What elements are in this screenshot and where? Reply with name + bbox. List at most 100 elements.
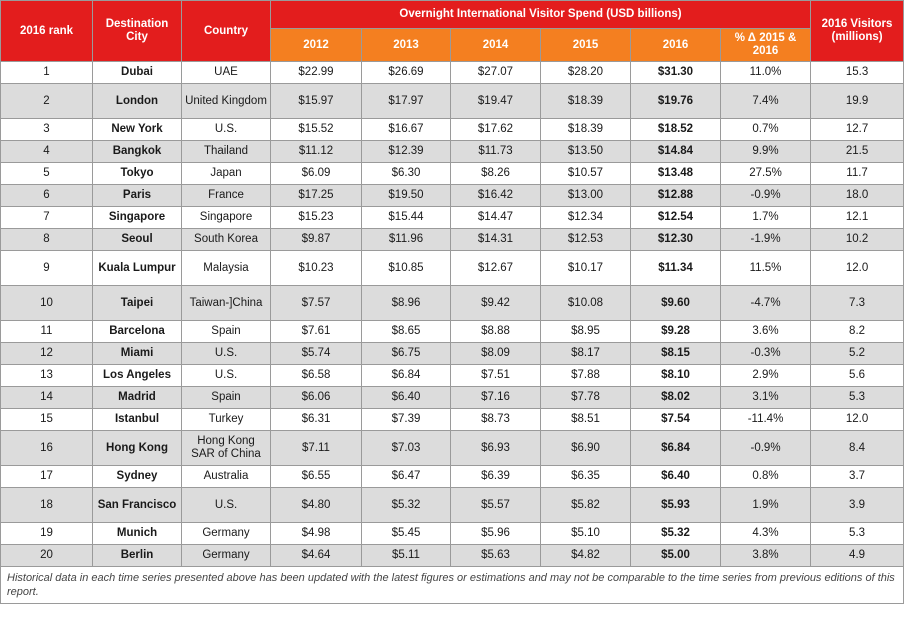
cell-city: Sydney bbox=[92, 465, 182, 488]
cell-2014: $6.39 bbox=[450, 465, 541, 488]
cell-change: 3.6% bbox=[719, 320, 812, 343]
table-row: 14 Madrid Spain $6.06 $6.40 $7.16 $7.78 $8.02 3.… bbox=[0, 386, 904, 409]
cell-2013: $8.96 bbox=[361, 285, 451, 321]
cell-change: 2.9% bbox=[719, 364, 812, 387]
cell-city: Berlin bbox=[92, 544, 182, 567]
header-year-2012: 2012 bbox=[270, 28, 362, 62]
cell-2013: $6.40 bbox=[361, 386, 451, 409]
cell-2013: $12.39 bbox=[361, 140, 451, 163]
cell-2013: $15.44 bbox=[361, 206, 451, 229]
cell-2015: $4.82 bbox=[540, 544, 631, 567]
cell-2013: $8.65 bbox=[361, 320, 451, 343]
cell-2012: $7.57 bbox=[270, 285, 362, 321]
cell-2016: $7.54 bbox=[630, 408, 721, 431]
cell-change: -4.7% bbox=[719, 285, 812, 321]
header-year-2015: 2015 bbox=[540, 28, 631, 62]
cell-visitors: 15.3 bbox=[810, 61, 904, 84]
cell-country: Germany bbox=[181, 544, 271, 567]
cell-visitors: 5.3 bbox=[810, 386, 904, 409]
cell-city: Istanbul bbox=[92, 408, 182, 431]
cell-visitors: 12.7 bbox=[810, 118, 904, 141]
table-row: 17 Sydney Australia $6.55 $6.47 $6.39 $6.35 $6.… bbox=[0, 465, 904, 488]
cell-change: 7.4% bbox=[719, 83, 812, 119]
cell-country: Spain bbox=[181, 320, 271, 343]
table-row: 12 Miami U.S. $5.74 $6.75 $8.09 $8.17 $8.15 -0.3… bbox=[0, 342, 904, 365]
table-row: 7 Singapore Singapore $15.23 $15.44 $14.47 $12… bbox=[0, 206, 904, 229]
table-row: 3 New York U.S. $15.52 $16.67 $17.62 $18.39 $18… bbox=[0, 118, 904, 141]
cell-2015: $8.95 bbox=[540, 320, 631, 343]
cell-rank: 17 bbox=[0, 465, 93, 488]
cell-2016: $8.10 bbox=[630, 364, 721, 387]
cell-2012: $6.55 bbox=[270, 465, 362, 488]
cell-city: Los Angeles bbox=[92, 364, 182, 387]
cell-2014: $7.16 bbox=[450, 386, 541, 409]
cell-2015: $8.51 bbox=[540, 408, 631, 431]
cell-2015: $18.39 bbox=[540, 118, 631, 141]
table-row: 10 Taipei Taiwan-]China $7.57 $8.96 $9.42 $10.… bbox=[0, 285, 904, 321]
cell-2014: $5.57 bbox=[450, 487, 541, 523]
cell-2015: $10.57 bbox=[540, 162, 631, 185]
cell-2016: $5.32 bbox=[630, 522, 721, 545]
header-city: Destination City bbox=[92, 0, 182, 62]
cell-visitors: 8.2 bbox=[810, 320, 904, 343]
cell-visitors: 19.9 bbox=[810, 83, 904, 119]
cell-2012: $15.52 bbox=[270, 118, 362, 141]
cell-city: Singapore bbox=[92, 206, 182, 229]
cell-visitors: 12.1 bbox=[810, 206, 904, 229]
cell-visitors: 5.2 bbox=[810, 342, 904, 365]
cell-2015: $13.00 bbox=[540, 184, 631, 207]
cell-rank: 5 bbox=[0, 162, 93, 185]
cell-2014: $9.42 bbox=[450, 285, 541, 321]
cell-2014: $19.47 bbox=[450, 83, 541, 119]
cell-country: Hong Kong SAR of China bbox=[181, 430, 271, 466]
cell-2012: $15.23 bbox=[270, 206, 362, 229]
cell-2014: $5.96 bbox=[450, 522, 541, 545]
cell-city: Bangkok bbox=[92, 140, 182, 163]
cell-visitors: 4.9 bbox=[810, 544, 904, 567]
cell-change: 3.8% bbox=[719, 544, 812, 567]
cell-rank: 2 bbox=[0, 83, 93, 119]
cell-2015: $6.90 bbox=[540, 430, 631, 466]
cell-2015: $12.34 bbox=[540, 206, 631, 229]
table-row: 8 Seoul South Korea $9.87 $11.96 $14.31 $12.53… bbox=[0, 228, 904, 251]
cell-2014: $8.73 bbox=[450, 408, 541, 431]
header-row-top: 2016 rank Destination City Country Overn… bbox=[0, 0, 904, 62]
cell-rank: 15 bbox=[0, 408, 93, 431]
cell-2014: $6.93 bbox=[450, 430, 541, 466]
table-row: 5 Tokyo Japan $6.09 $6.30 $8.26 $10.57 $13.48 27… bbox=[0, 162, 904, 185]
cell-rank: 6 bbox=[0, 184, 93, 207]
cell-city: Hong Kong bbox=[92, 430, 182, 466]
cell-city: Miami bbox=[92, 342, 182, 365]
cell-2016: $12.54 bbox=[630, 206, 721, 229]
cell-visitors: 12.0 bbox=[810, 408, 904, 431]
cell-rank: 14 bbox=[0, 386, 93, 409]
cell-visitors: 3.7 bbox=[810, 465, 904, 488]
cell-2013: $11.96 bbox=[361, 228, 451, 251]
header-change: % Δ 2015 & 2016 bbox=[719, 28, 812, 62]
cell-city: Taipei bbox=[92, 285, 182, 321]
cell-country: U.S. bbox=[181, 364, 271, 387]
cell-change: 11.0% bbox=[719, 61, 812, 84]
cell-2012: $6.58 bbox=[270, 364, 362, 387]
cell-2014: $8.09 bbox=[450, 342, 541, 365]
cell-2012: $11.12 bbox=[270, 140, 362, 163]
cell-2014: $8.26 bbox=[450, 162, 541, 185]
cell-2013: $7.03 bbox=[361, 430, 451, 466]
cell-2013: $6.47 bbox=[361, 465, 451, 488]
cell-2016: $11.34 bbox=[630, 250, 721, 286]
cell-country: UAE bbox=[181, 61, 271, 84]
cell-2012: $6.09 bbox=[270, 162, 362, 185]
header-year-2014: 2014 bbox=[450, 28, 541, 62]
cell-2015: $5.10 bbox=[540, 522, 631, 545]
cell-rank: 7 bbox=[0, 206, 93, 229]
cell-2013: $5.45 bbox=[361, 522, 451, 545]
cell-2016: $5.00 bbox=[630, 544, 721, 567]
cell-country: Malaysia bbox=[181, 250, 271, 286]
cell-2012: $4.98 bbox=[270, 522, 362, 545]
cell-rank: 11 bbox=[0, 320, 93, 343]
cell-rank: 16 bbox=[0, 430, 93, 466]
cell-change: -1.9% bbox=[719, 228, 812, 251]
cell-2015: $8.17 bbox=[540, 342, 631, 365]
cell-2012: $7.11 bbox=[270, 430, 362, 466]
cell-rank: 8 bbox=[0, 228, 93, 251]
